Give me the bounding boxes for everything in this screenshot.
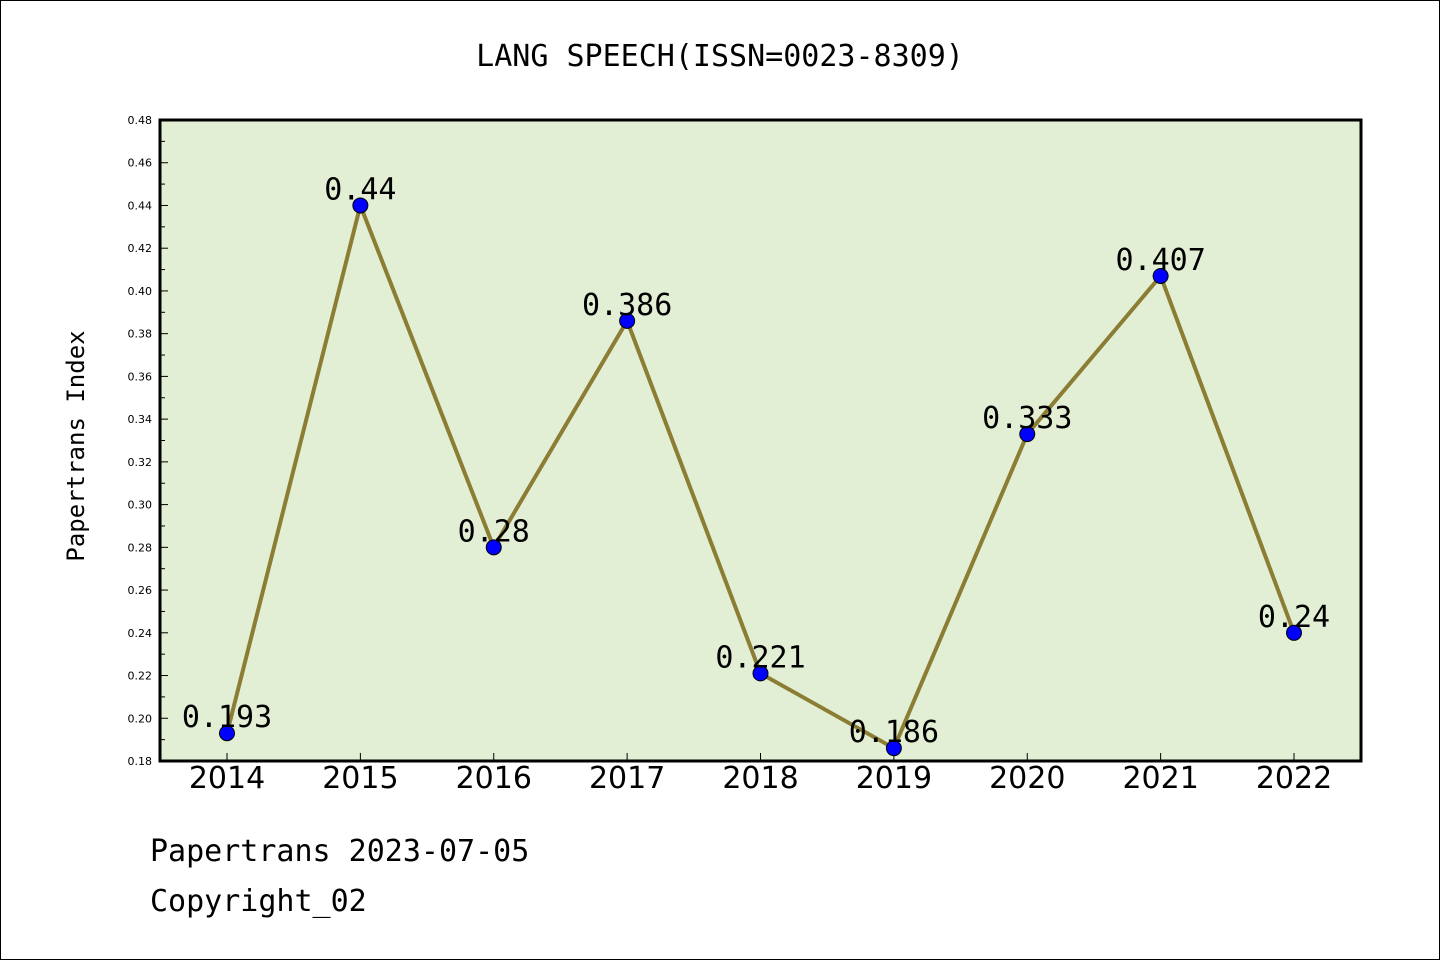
x-tick-label: 2017 [589,761,665,796]
y-tick-label: 0.26 [128,584,153,597]
data-point-label: 0.186 [849,715,939,750]
y-tick-label: 0.38 [128,328,153,341]
y-axis-ticks: 0.18 0.20 0.22 0.24 0.26 0.28 0.30 0.32 0.34 0.36… [128,114,168,768]
data-point-label: 0.24 [1258,600,1330,635]
x-tick-label: 2020 [989,761,1065,796]
data-point-marker [752,665,769,682]
x-tick-label: 2015 [322,761,398,796]
x-tick-label: 2014 [189,761,265,796]
data-point-label: 0.193 [182,700,272,735]
data-point-label: 0.44 [324,172,396,207]
y-tick-label: 0.46 [128,157,153,170]
x-tick-label: 2018 [722,761,798,796]
y-tick-label: 0.40 [128,285,153,298]
data-point-label: 0.221 [715,640,805,675]
y-tick-label: 0.28 [128,541,153,554]
footer-date: Papertrans 2023-07-05 [150,834,530,869]
data-point-marker [619,312,636,329]
chart-title: LANG SPEECH(ISSN=0023-8309) [476,39,964,74]
x-axis-ticks: 2014 2015 2016 2017 2018 2019 2020 2021 2022 [189,753,1332,796]
x-tick-label: 2016 [456,761,532,796]
data-labels: 0.193 0.44 0.28 0.386 0.221 0.186 0.333 0.407 0.… [182,172,1330,750]
y-tick-label: 0.34 [128,413,153,426]
y-tick-label: 0.44 [128,199,153,212]
data-point-marker [485,539,502,556]
data-point-label: 0.28 [458,514,530,549]
data-point-label: 0.407 [1115,243,1205,278]
data-point-marker [885,740,902,757]
x-tick-label: 2021 [1122,761,1198,796]
y-tick-label: 0.48 [128,114,153,127]
footer-copyright: Copyright_02 [150,884,367,919]
plot-area [160,120,1361,761]
y-tick-label: 0.18 [128,755,153,768]
y-tick-label: 0.20 [128,712,153,725]
y-axis-label: Papertrans Index [62,330,90,561]
plot-border [158,118,1363,763]
y-tick-label: 0.22 [128,670,153,683]
x-tick-label: 2019 [856,761,932,796]
data-point-marker [1019,426,1036,443]
y-tick-label: 0.36 [128,370,153,383]
data-markers [219,197,1302,757]
x-tick-label: 2022 [1256,761,1332,796]
y-tick-label: 0.32 [128,456,153,469]
data-point-label: 0.333 [982,401,1072,436]
data-point-marker [219,725,235,742]
data-point-marker [352,197,369,214]
data-point-label: 0.386 [582,288,672,323]
y-tick-label: 0.30 [128,499,153,512]
y-tick-label: 0.42 [128,242,153,255]
data-point-marker [1152,267,1169,284]
data-point-marker [1286,624,1302,641]
y-tick-label: 0.24 [128,627,153,640]
